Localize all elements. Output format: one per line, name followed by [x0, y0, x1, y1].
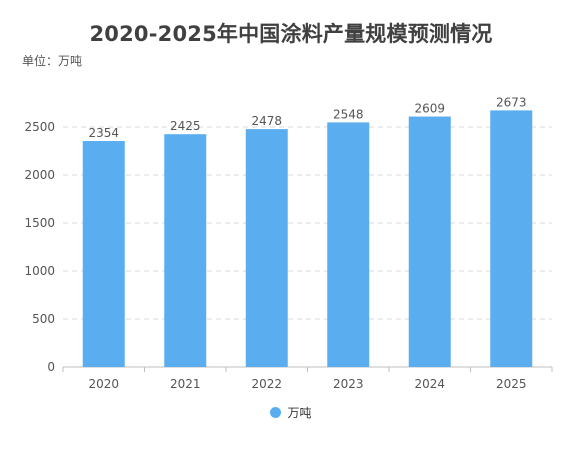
chart-title: 2020-2025年中国涂料产量规模预测情况	[89, 22, 493, 46]
legend-label: 万吨	[287, 406, 312, 420]
y-tick-label: 0	[47, 360, 55, 374]
bar	[408, 116, 451, 367]
bar	[327, 122, 370, 367]
data-label: 2609	[414, 102, 445, 116]
bar	[82, 141, 125, 367]
x-tick-label: 2025	[496, 377, 527, 391]
y-tick-label: 1500	[24, 216, 55, 230]
x-tick-label: 2023	[333, 377, 364, 391]
y-tick-label: 500	[32, 312, 55, 326]
y-tick-label: 2500	[24, 120, 55, 134]
y-tick-label: 2000	[24, 168, 55, 182]
data-label: 2478	[251, 114, 282, 128]
x-tick-label: 2022	[251, 377, 282, 391]
y-tick-label: 1000	[24, 264, 55, 278]
bar	[245, 129, 288, 367]
x-tick-label: 2024	[414, 377, 445, 391]
legend-swatch-icon	[270, 407, 282, 418]
x-tick-label: 2021	[170, 377, 201, 391]
data-label: 2673	[496, 95, 527, 109]
data-label: 2354	[88, 126, 119, 140]
legend[interactable]: 万吨	[0, 404, 582, 421]
data-label: 2425	[170, 119, 201, 133]
bar	[490, 110, 533, 367]
unit-label: 单位：万吨	[22, 54, 83, 68]
x-tick-label: 2020	[88, 377, 119, 391]
data-label: 2548	[333, 107, 364, 121]
bar	[164, 134, 207, 367]
